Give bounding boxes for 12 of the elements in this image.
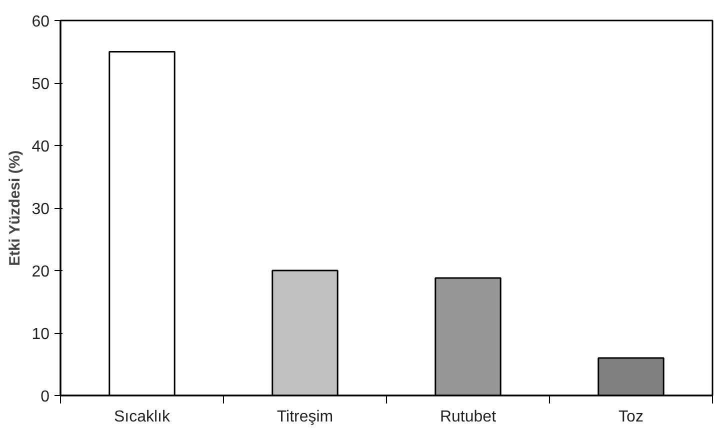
- x-tick-label: Titreşim: [276, 408, 334, 426]
- x-tick-label: Sıcaklık: [114, 408, 172, 426]
- y-tick-label: 20: [32, 264, 50, 280]
- x-tick-label: Rutubet: [440, 408, 497, 426]
- y-axis-title: Etki Yüzdesi (%): [6, 150, 24, 266]
- y-tick-label: 40: [32, 138, 50, 156]
- y-tick-label: 10: [32, 326, 50, 343]
- y-tick-label: 60: [32, 14, 50, 30]
- y-tick-label: 30: [32, 201, 50, 218]
- x-tick-label: Toz: [618, 408, 644, 426]
- y-tick-label: 50: [32, 76, 50, 93]
- y-tick-label: 0: [40, 388, 50, 406]
